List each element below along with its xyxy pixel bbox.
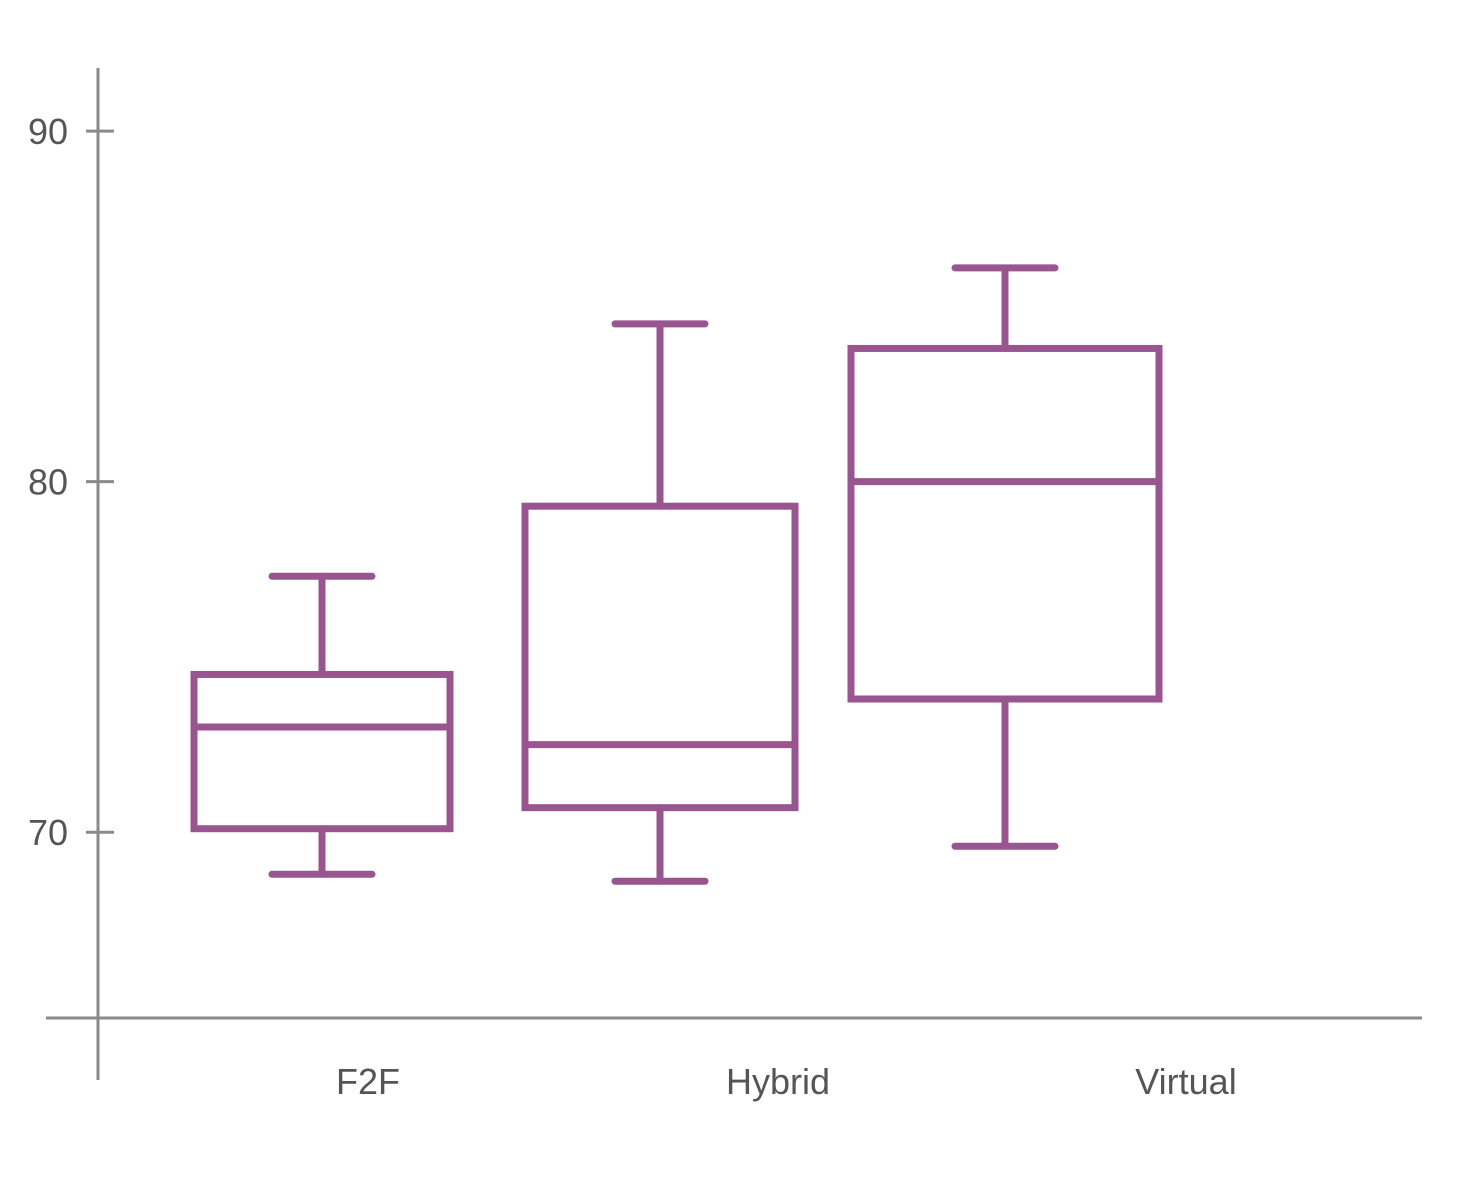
boxes: [190, 264, 1163, 885]
x-tick-label: Virtual: [1135, 1061, 1236, 1102]
box-group-virtual: [847, 264, 1163, 850]
box-group-f2f: [190, 572, 454, 878]
iqr-box: [521, 502, 799, 812]
y-tick-label: 70: [28, 812, 68, 853]
iqr-box: [190, 670, 454, 833]
box-group-hybrid: [521, 320, 799, 885]
x-axis-labels: F2F Hybrid Virtual: [336, 1061, 1237, 1102]
x-tick-label: F2F: [336, 1061, 400, 1102]
y-tick-label: 80: [28, 462, 68, 503]
y-tick-label: 90: [28, 111, 68, 152]
x-tick-label: Hybrid: [726, 1061, 830, 1102]
iqr-box: [847, 344, 1163, 703]
y-axis-ticks: 70 80 90: [28, 111, 114, 853]
